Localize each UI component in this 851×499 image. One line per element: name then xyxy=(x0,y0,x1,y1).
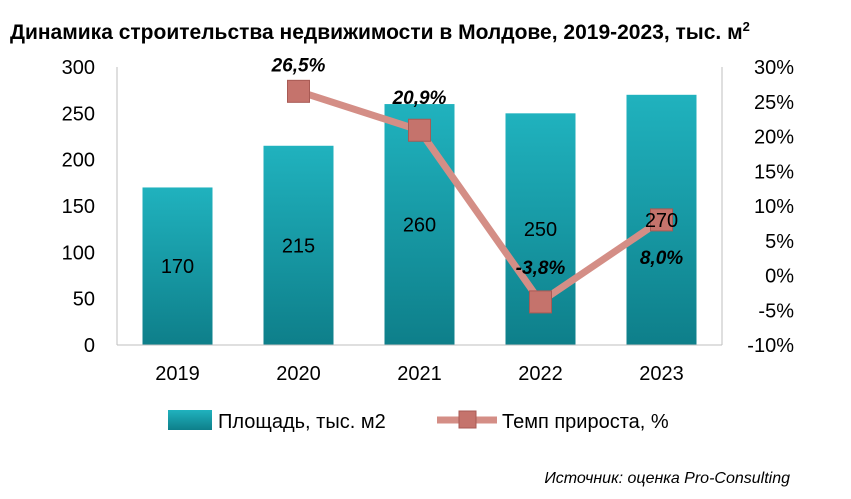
y-left-tick-label: 100 xyxy=(62,242,95,264)
chart-title-superscript: 2 xyxy=(743,19,750,34)
bar-value-label: 260 xyxy=(403,215,436,237)
x-axis: 2019 2020 2021 2022 2023 xyxy=(117,344,722,385)
bar-value-label: 250 xyxy=(524,219,557,241)
y-left-tick-label: 0 xyxy=(84,335,95,357)
growth-value-label: 8,0% xyxy=(640,248,683,269)
growth-marker xyxy=(650,208,673,232)
y-right-tick-label: -10% xyxy=(747,335,794,357)
growth-marker xyxy=(529,290,552,314)
growth-marker xyxy=(287,79,310,103)
x-tick-label: 2019 xyxy=(155,363,200,385)
chart-title-text: Динамика строительства недвижимости в Мо… xyxy=(10,21,743,44)
bar xyxy=(263,145,334,345)
y-right-tick-label: 15% xyxy=(754,161,794,183)
growth-value-label: -3,8% xyxy=(516,258,566,279)
growth-value-label: 26,5% xyxy=(271,55,326,76)
y-right-tick-label: 30% xyxy=(754,57,794,79)
y-left-tick-label: 150 xyxy=(62,196,95,218)
growth-marker xyxy=(408,118,431,142)
y-left-tick-label: 300 xyxy=(62,57,95,79)
bar-value-label: 270 xyxy=(645,210,678,232)
y-right-tick-label: -5% xyxy=(758,300,794,322)
y-left-tick-label: 250 xyxy=(62,103,95,125)
data-labels: 170 215 260 250 270 26,5% 20,9% -3,8% 8,0% xyxy=(161,55,683,279)
chart-title: Динамика строительства недвижимости в Мо… xyxy=(10,19,750,44)
bar xyxy=(384,104,455,345)
x-tick-label: 2022 xyxy=(518,363,563,385)
y-right-tick-label: 20% xyxy=(754,127,794,149)
y-right-tick-label: 10% xyxy=(754,196,794,218)
bar-value-label: 170 xyxy=(161,256,194,278)
bar xyxy=(142,187,213,345)
growth-value-label: 20,9% xyxy=(392,88,447,109)
y-left-tick-label: 200 xyxy=(62,150,95,172)
y-right-tick-label: 25% xyxy=(754,92,794,114)
y-axis-left: 0 50 100 150 200 250 300 xyxy=(62,57,118,357)
bar-value-label: 215 xyxy=(282,235,315,257)
legend: Площадь, тыс. м2 Темп прироста, % xyxy=(168,410,669,433)
legend-line-marker xyxy=(458,410,477,429)
y-axis-right: -10% -5% 0% 5% 10% 15% 20% 25% 30% xyxy=(721,57,794,357)
legend-bar-swatch xyxy=(168,410,212,430)
y-right-tick-label: 0% xyxy=(765,266,794,288)
source-note: Источник: оценка Pro-Consulting xyxy=(544,470,790,487)
line-series xyxy=(287,79,673,314)
growth-line xyxy=(297,87,664,306)
x-tick-label: 2020 xyxy=(276,363,321,385)
legend-line-label: Темп прироста, % xyxy=(502,411,669,433)
y-left-tick-label: 50 xyxy=(73,289,95,311)
y-right-tick-label: 5% xyxy=(765,231,794,253)
x-tick-label: 2021 xyxy=(397,363,442,385)
x-tick-label: 2023 xyxy=(639,363,684,385)
legend-bar-label: Площадь, тыс. м2 xyxy=(218,411,386,433)
